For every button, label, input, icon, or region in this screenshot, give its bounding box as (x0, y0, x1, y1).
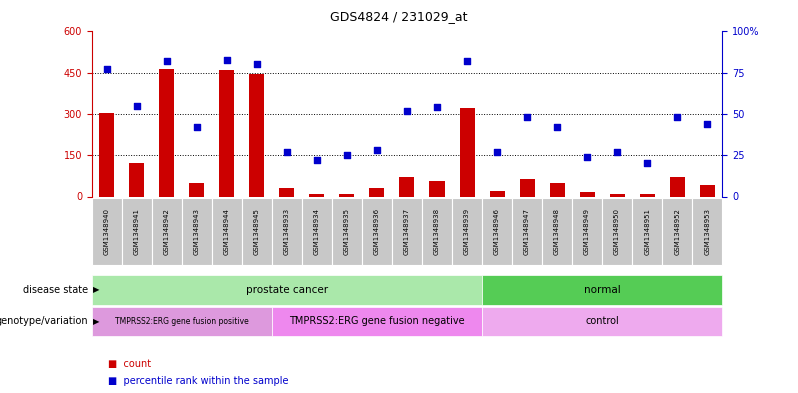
Point (341, 152, 354, 158)
Text: prostate cancer: prostate cancer (246, 285, 328, 295)
Point (520, 114, 533, 120)
Text: control: control (585, 316, 619, 326)
Bar (519, 178, 535, 196)
Point (491, 149, 504, 155)
Bar (400, 177, 414, 196)
Text: GSM1348944: GSM1348944 (224, 208, 230, 255)
Point (581, 154, 594, 160)
Point (220, 56, 233, 62)
Text: GSM1348946: GSM1348946 (494, 208, 500, 255)
Text: GDS4824 / 231029_at: GDS4824 / 231029_at (330, 10, 468, 23)
Text: GSM1348953: GSM1348953 (704, 208, 710, 255)
Point (101, 66, 113, 73)
Text: GSM1348940: GSM1348940 (104, 208, 110, 255)
Bar (129, 163, 144, 196)
Bar (460, 108, 475, 196)
Bar (279, 188, 294, 196)
Text: GSM1348942: GSM1348942 (164, 208, 170, 255)
Text: GSM1348941: GSM1348941 (134, 208, 140, 255)
Bar (99, 112, 114, 196)
Bar (160, 68, 174, 196)
Text: normal: normal (583, 285, 621, 295)
Bar (429, 181, 444, 196)
Text: GSM1348952: GSM1348952 (674, 208, 680, 255)
Point (551, 124, 563, 130)
Point (130, 103, 143, 109)
Text: GSM1348933: GSM1348933 (284, 208, 290, 255)
Point (701, 121, 713, 127)
Point (310, 157, 323, 163)
Text: GSM1348934: GSM1348934 (314, 208, 320, 255)
Text: GSM1348948: GSM1348948 (554, 208, 560, 255)
Point (160, 58, 173, 64)
Bar (369, 188, 385, 196)
Text: GSM1348950: GSM1348950 (614, 208, 620, 255)
Text: GSM1348949: GSM1348949 (584, 208, 590, 255)
Point (191, 124, 203, 130)
Text: TMPRSS2:ERG gene fusion negative: TMPRSS2:ERG gene fusion negative (289, 316, 464, 326)
Point (370, 147, 383, 153)
Point (431, 104, 444, 110)
Point (671, 114, 684, 120)
Bar (339, 194, 354, 196)
Bar (579, 192, 595, 196)
Text: disease state: disease state (22, 285, 88, 295)
Bar (189, 183, 204, 196)
Point (281, 149, 294, 155)
Point (610, 149, 623, 155)
Text: ■  count: ■ count (108, 358, 151, 369)
Bar (700, 185, 715, 196)
Text: GSM1348945: GSM1348945 (254, 208, 260, 255)
Text: GSM1348937: GSM1348937 (404, 208, 410, 255)
Text: genotype/variation: genotype/variation (0, 316, 88, 326)
Text: GSM1348943: GSM1348943 (194, 208, 200, 255)
Text: GSM1348939: GSM1348939 (464, 208, 470, 255)
Bar (310, 194, 325, 196)
Text: GSM1348951: GSM1348951 (644, 208, 650, 255)
Point (251, 61, 263, 68)
Text: GSM1348938: GSM1348938 (434, 208, 440, 255)
Text: ▶: ▶ (93, 285, 99, 294)
Bar (250, 74, 264, 196)
Text: GSM1348935: GSM1348935 (344, 208, 350, 255)
Bar (670, 177, 685, 196)
Text: GSM1348947: GSM1348947 (524, 208, 530, 255)
Bar (610, 194, 625, 196)
Text: ■  percentile rank within the sample: ■ percentile rank within the sample (108, 376, 288, 386)
Text: GSM1348936: GSM1348936 (374, 208, 380, 255)
Point (460, 58, 473, 64)
Text: TMPRSS2:ERG gene fusion positive: TMPRSS2:ERG gene fusion positive (115, 317, 249, 326)
Text: ▶: ▶ (93, 317, 99, 326)
Bar (489, 191, 504, 196)
Bar (640, 194, 654, 196)
Point (401, 108, 413, 114)
Bar (219, 70, 235, 196)
Point (641, 160, 654, 167)
Bar (550, 183, 565, 196)
